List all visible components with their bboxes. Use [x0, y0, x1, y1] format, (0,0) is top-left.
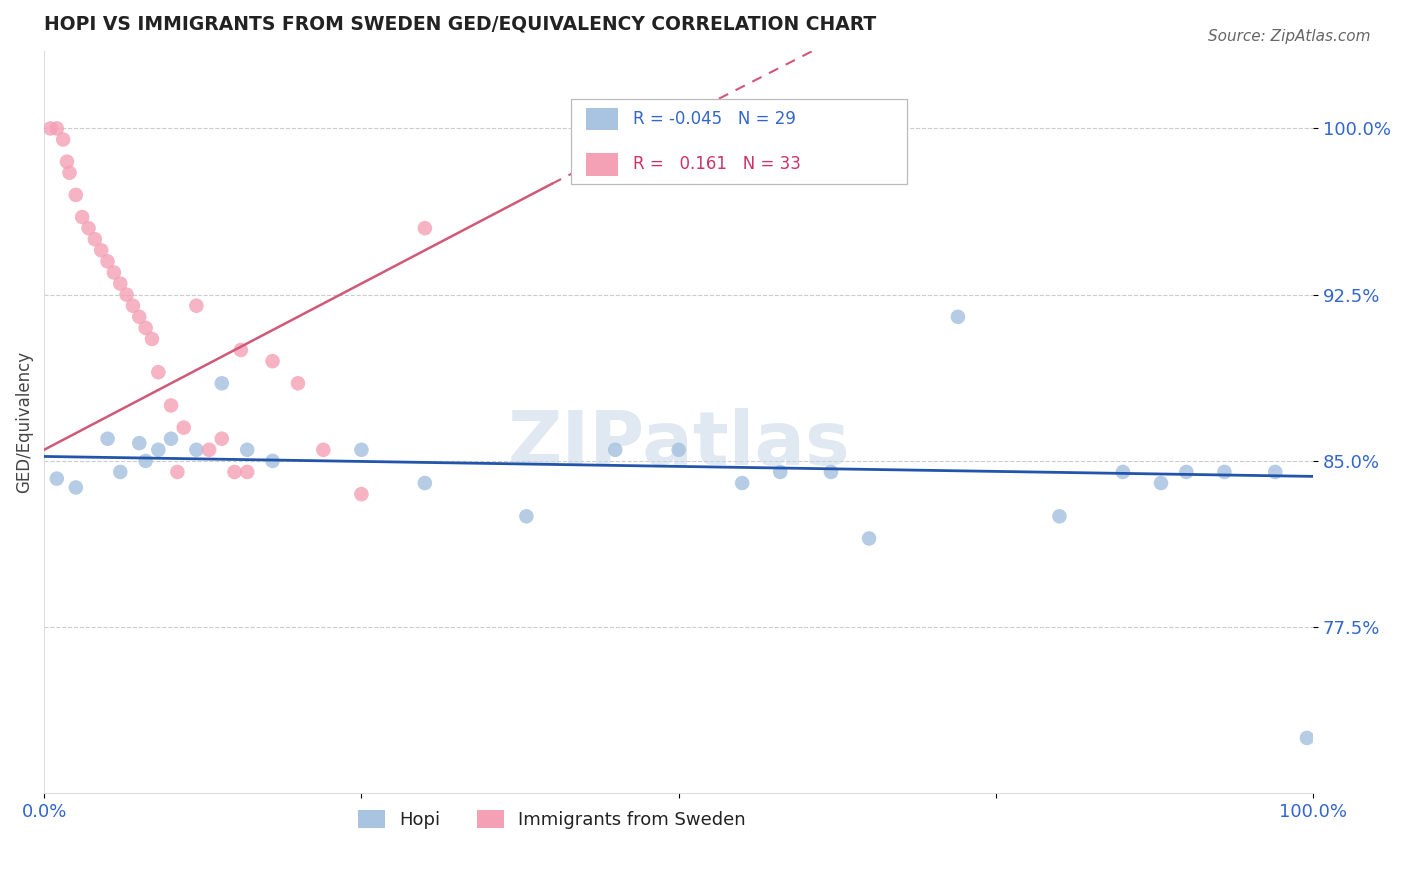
Point — [103, 265, 125, 279]
Point — [77, 221, 100, 235]
Point — [605, 442, 627, 457]
Y-axis label: GED/Equivalency: GED/Equivalency — [15, 351, 32, 493]
Point — [224, 465, 246, 479]
Point — [173, 420, 195, 434]
Point — [39, 121, 62, 136]
Point — [350, 442, 373, 457]
Text: HOPI VS IMMIGRANTS FROM SWEDEN GED/EQUIVALENCY CORRELATION CHART: HOPI VS IMMIGRANTS FROM SWEDEN GED/EQUIV… — [44, 15, 876, 34]
Point — [135, 321, 157, 335]
Point — [1049, 509, 1071, 524]
Point — [350, 487, 373, 501]
Point — [160, 399, 183, 413]
Point — [128, 436, 150, 450]
Point — [186, 299, 208, 313]
Text: ZIPatlas: ZIPatlas — [508, 408, 851, 481]
Point — [128, 310, 150, 324]
Point — [65, 480, 87, 494]
Point — [1150, 476, 1173, 491]
Legend: Hopi, Immigrants from Sweden: Hopi, Immigrants from Sweden — [350, 803, 754, 837]
Point — [110, 277, 132, 291]
Point — [769, 465, 792, 479]
Point — [56, 154, 79, 169]
Point — [83, 232, 105, 246]
FancyBboxPatch shape — [586, 153, 617, 176]
Point — [312, 442, 335, 457]
FancyBboxPatch shape — [571, 99, 907, 185]
Point — [45, 121, 67, 136]
Point — [115, 287, 138, 301]
Point — [1296, 731, 1319, 745]
Point — [287, 376, 309, 391]
Point — [166, 465, 188, 479]
Point — [211, 432, 233, 446]
Point — [413, 476, 436, 491]
Point — [70, 210, 93, 224]
Point — [229, 343, 252, 357]
Point — [262, 454, 284, 468]
Point — [122, 299, 145, 313]
Point — [135, 454, 157, 468]
Point — [211, 376, 233, 391]
Point — [198, 442, 221, 457]
Point — [1112, 465, 1135, 479]
Point — [186, 442, 208, 457]
FancyBboxPatch shape — [586, 108, 617, 130]
Point — [1264, 465, 1286, 479]
Point — [236, 465, 259, 479]
Point — [160, 432, 183, 446]
Point — [1213, 465, 1236, 479]
Point — [58, 166, 80, 180]
Point — [668, 442, 690, 457]
Point — [90, 244, 112, 258]
Text: R = -0.045   N = 29: R = -0.045 N = 29 — [633, 110, 796, 128]
Point — [820, 465, 842, 479]
Point — [45, 472, 67, 486]
Point — [413, 221, 436, 235]
Point — [52, 132, 75, 146]
Point — [236, 442, 259, 457]
Point — [148, 365, 170, 379]
Point — [148, 442, 170, 457]
Point — [262, 354, 284, 368]
Point — [141, 332, 163, 346]
Point — [858, 532, 880, 546]
Point — [97, 254, 120, 268]
Point — [97, 432, 120, 446]
Point — [1175, 465, 1198, 479]
Point — [946, 310, 969, 324]
Text: Source: ZipAtlas.com: Source: ZipAtlas.com — [1208, 29, 1371, 45]
Point — [110, 465, 132, 479]
Text: R =   0.161   N = 33: R = 0.161 N = 33 — [633, 155, 801, 173]
Point — [515, 509, 537, 524]
Point — [731, 476, 754, 491]
Point — [65, 188, 87, 202]
